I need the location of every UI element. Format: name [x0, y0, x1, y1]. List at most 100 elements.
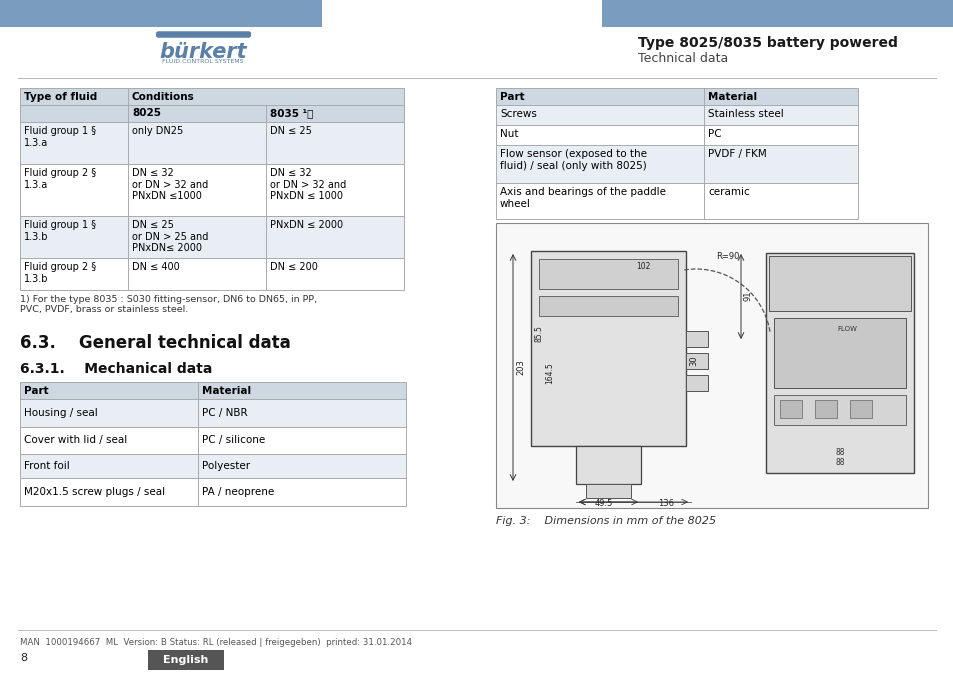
- Bar: [20, 478, 198, 506]
- Text: PVDF / FKM: PVDF / FKM: [707, 149, 766, 159]
- Bar: [148, 650, 224, 670]
- Text: 91: 91: [743, 291, 752, 302]
- Bar: [585, 484, 630, 498]
- Bar: [849, 400, 871, 418]
- Text: DN ≤ 32
or DN > 32 and
PNxDN ≤ 1000: DN ≤ 32 or DN > 32 and PNxDN ≤ 1000: [270, 168, 346, 201]
- Bar: [128, 164, 266, 216]
- Bar: [20, 105, 128, 122]
- Text: DN ≤ 25: DN ≤ 25: [270, 126, 312, 136]
- Text: 88: 88: [835, 448, 843, 457]
- Text: MAN  1000194667  ML  Version: B Status: RL (released | freigegeben)  printed: 31: MAN 1000194667 ML Version: B Status: RL …: [20, 638, 412, 647]
- Bar: [601, 0, 953, 27]
- Text: PA / neoprene: PA / neoprene: [202, 487, 274, 497]
- Text: DN ≤ 25
or DN > 25 and
PNxDN≤ 2000: DN ≤ 25 or DN > 25 and PNxDN≤ 2000: [132, 220, 208, 253]
- Text: PC / silicone: PC / silicone: [202, 435, 265, 446]
- Bar: [685, 375, 707, 391]
- Text: 8: 8: [20, 653, 27, 663]
- Bar: [703, 105, 857, 125]
- Text: 102: 102: [636, 262, 650, 271]
- Bar: [538, 259, 678, 289]
- Text: 8025: 8025: [132, 108, 161, 118]
- Text: Polyester: Polyester: [202, 461, 250, 471]
- Bar: [266, 216, 403, 258]
- Text: Type 8025/8035 battery powered: Type 8025/8035 battery powered: [638, 36, 897, 50]
- Text: Part: Part: [24, 386, 49, 396]
- Bar: [20, 216, 128, 258]
- Text: Technical data: Technical data: [638, 52, 727, 65]
- Text: Type of fluid: Type of fluid: [24, 92, 97, 102]
- Text: 6.3.    General technical data: 6.3. General technical data: [20, 334, 291, 352]
- Bar: [20, 399, 198, 427]
- Bar: [266, 105, 403, 122]
- Bar: [128, 122, 266, 164]
- Bar: [20, 258, 128, 290]
- Bar: [765, 253, 913, 473]
- Text: PC: PC: [707, 129, 720, 139]
- Bar: [496, 105, 703, 125]
- Text: Fluid group 1 §
1.3.a: Fluid group 1 § 1.3.a: [24, 126, 96, 147]
- Bar: [198, 399, 406, 427]
- Text: 1) For the type 8035 : S030 fitting-sensor, DN6 to DN65, in PP,
PVC, PVDF, brass: 1) For the type 8035 : S030 fitting-sens…: [20, 295, 316, 314]
- Text: DN ≤ 400: DN ≤ 400: [132, 262, 179, 272]
- Bar: [576, 446, 640, 484]
- Text: Material: Material: [202, 386, 251, 396]
- Text: FLUID CONTROL SYSTEMS: FLUID CONTROL SYSTEMS: [162, 59, 244, 64]
- Bar: [703, 145, 857, 183]
- Bar: [814, 400, 836, 418]
- Bar: [496, 145, 703, 183]
- Text: Fig. 3:    Dimensions in mm of the 8025: Fig. 3: Dimensions in mm of the 8025: [496, 516, 716, 526]
- Text: 203: 203: [516, 359, 524, 376]
- Bar: [703, 88, 857, 105]
- Text: ceramic: ceramic: [707, 187, 749, 197]
- Text: Cover with lid / seal: Cover with lid / seal: [24, 435, 127, 446]
- Text: 49.5: 49.5: [594, 499, 612, 508]
- Bar: [703, 183, 857, 219]
- Bar: [0, 0, 322, 27]
- Bar: [266, 164, 403, 216]
- Text: Flow sensor (exposed to the
fluid) / seal (only with 8025): Flow sensor (exposed to the fluid) / sea…: [499, 149, 646, 170]
- Bar: [266, 122, 403, 164]
- Text: FLOW: FLOW: [837, 326, 857, 332]
- Text: 164.5: 164.5: [544, 363, 554, 384]
- Text: bürkert: bürkert: [159, 42, 247, 62]
- Text: Conditions: Conditions: [132, 92, 194, 102]
- Text: 6.3.1.    Mechanical data: 6.3.1. Mechanical data: [20, 362, 213, 376]
- Bar: [20, 427, 198, 454]
- Text: only DN25: only DN25: [132, 126, 183, 136]
- Text: Material: Material: [707, 92, 757, 102]
- Bar: [20, 454, 198, 478]
- Text: Stainless steel: Stainless steel: [707, 109, 783, 119]
- Text: Screws: Screws: [499, 109, 537, 119]
- Bar: [20, 88, 128, 105]
- Text: Fluid group 2 §
1.3.a: Fluid group 2 § 1.3.a: [24, 168, 96, 190]
- Text: 30: 30: [688, 356, 698, 366]
- Text: DN ≤ 32
or DN > 32 and
PNxDN ≤1000: DN ≤ 32 or DN > 32 and PNxDN ≤1000: [132, 168, 208, 201]
- Bar: [128, 216, 266, 258]
- Bar: [773, 395, 905, 425]
- Bar: [496, 183, 703, 219]
- Text: DN ≤ 200: DN ≤ 200: [270, 262, 317, 272]
- Text: Nut: Nut: [499, 129, 518, 139]
- Bar: [20, 164, 128, 216]
- Text: English: English: [163, 655, 209, 665]
- Bar: [198, 382, 406, 399]
- Text: M20x1.5 screw plugs / seal: M20x1.5 screw plugs / seal: [24, 487, 165, 497]
- Bar: [538, 296, 678, 316]
- Text: PNxDN ≤ 2000: PNxDN ≤ 2000: [270, 220, 343, 230]
- Bar: [20, 122, 128, 164]
- Text: 8035 ¹⧠: 8035 ¹⧠: [270, 108, 313, 118]
- Bar: [685, 353, 707, 369]
- Bar: [685, 331, 707, 347]
- Text: Front foil: Front foil: [24, 461, 70, 471]
- Text: Fluid group 1 §
1.3.b: Fluid group 1 § 1.3.b: [24, 220, 96, 242]
- Text: Fluid group 2 §
1.3.b: Fluid group 2 § 1.3.b: [24, 262, 96, 283]
- Bar: [198, 478, 406, 506]
- Text: R=90: R=90: [716, 252, 739, 261]
- Bar: [768, 256, 910, 311]
- Bar: [496, 223, 927, 508]
- Text: Axis and bearings of the paddle
wheel: Axis and bearings of the paddle wheel: [499, 187, 665, 209]
- Bar: [128, 88, 403, 105]
- Bar: [198, 427, 406, 454]
- Bar: [531, 251, 685, 446]
- Text: PC / NBR: PC / NBR: [202, 408, 248, 418]
